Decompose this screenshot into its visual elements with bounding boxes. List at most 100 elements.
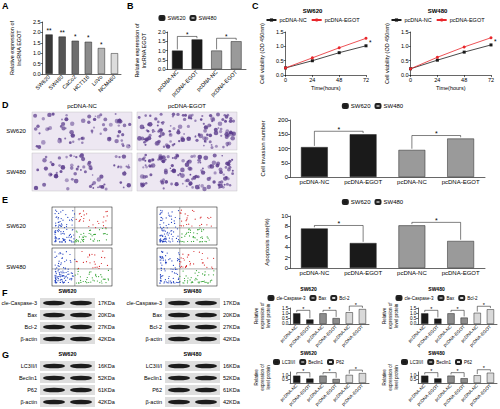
svg-text:61KDa: 61KDa	[98, 387, 116, 393]
svg-text:*: *	[483, 365, 486, 371]
svg-text:β-actin: β-actin	[20, 336, 37, 342]
svg-text:1.0: 1.0	[282, 373, 289, 378]
svg-text:D: D	[2, 100, 9, 110]
svg-text:*: *	[494, 38, 497, 45]
svg-text:Relative expression of: Relative expression of	[9, 20, 15, 75]
svg-text:27KDa: 27KDa	[98, 324, 116, 330]
svg-text:Bcl-2: Bcl-2	[24, 324, 37, 330]
svg-text:1.5: 1.5	[410, 306, 417, 311]
svg-text:0.0: 0.0	[33, 71, 41, 77]
svg-text:50: 50	[281, 160, 288, 166]
svg-text:SW620: SW620	[300, 286, 317, 292]
svg-text:pcDNA-EGOT: pcDNA-EGOT	[469, 324, 493, 348]
svg-text:16KDa: 16KDa	[223, 363, 241, 369]
svg-text:level protein: level protein	[266, 365, 271, 390]
svg-text:*: *	[355, 366, 358, 372]
svg-text:pcDNA-EGOT: pcDNA-EGOT	[325, 17, 360, 23]
svg-text:SW480: SW480	[384, 199, 404, 205]
svg-text:42KDa: 42KDa	[223, 336, 241, 342]
svg-text:*: *	[337, 126, 340, 133]
svg-text:Beclin1: Beclin1	[19, 375, 37, 381]
svg-text:1.5: 1.5	[276, 29, 284, 35]
svg-text:SW620: SW620	[6, 223, 26, 229]
svg-text:0.0: 0.0	[158, 66, 166, 72]
svg-text:1.0: 1.0	[158, 48, 166, 54]
svg-text:SW480: SW480	[47, 74, 64, 91]
svg-text:SW480: SW480	[6, 169, 26, 175]
svg-text:42KDa: 42KDa	[98, 336, 116, 342]
svg-text:Time(hours): Time(hours)	[311, 85, 341, 91]
svg-text:cle-Caspase-3: cle-Caspase-3	[127, 300, 162, 306]
svg-text:SW620: SW620	[58, 351, 76, 357]
svg-text:pcDNA-NC: pcDNA-NC	[300, 179, 330, 185]
svg-text:*: *	[457, 368, 460, 374]
svg-text:LC3II/I: LC3II/I	[410, 360, 423, 365]
svg-text:P62: P62	[336, 360, 345, 365]
svg-text:*: *	[369, 39, 372, 46]
svg-text:Bcl-2: Bcl-2	[339, 296, 350, 301]
svg-text:48: 48	[336, 77, 342, 83]
svg-text:Bax: Bax	[153, 312, 163, 318]
svg-text:*: *	[337, 220, 340, 227]
svg-text:48: 48	[461, 77, 467, 83]
svg-text:cle-Caspase-3: cle-Caspase-3	[2, 300, 37, 306]
svg-text:A: A	[2, 1, 9, 11]
svg-text:*: *	[100, 41, 103, 48]
svg-text:pcDNA-NC: pcDNA-NC	[300, 270, 330, 276]
svg-text:pcDNA-EGOT: pcDNA-EGOT	[168, 103, 206, 109]
svg-text:pcDNA-NC: pcDNA-NC	[67, 103, 97, 109]
svg-text:*: *	[457, 306, 460, 312]
svg-text:1.0: 1.0	[401, 43, 409, 49]
svg-text:E: E	[2, 195, 8, 205]
svg-text:lncRNA EGOT: lncRNA EGOT	[141, 32, 147, 68]
svg-text:pcDNA-EGOT: pcDNA-EGOT	[341, 324, 365, 348]
svg-text:2.5: 2.5	[33, 19, 41, 25]
svg-text:20KDa: 20KDa	[98, 312, 116, 318]
svg-text:SW480: SW480	[428, 8, 448, 14]
svg-text:P62: P62	[152, 387, 162, 393]
svg-text:β-actin: β-actin	[145, 399, 162, 405]
svg-text:1.5: 1.5	[33, 40, 41, 46]
svg-text:*: *	[329, 306, 332, 312]
svg-text:lncRNA EGOT: lncRNA EGOT	[16, 30, 22, 66]
svg-text:SW620: SW620	[351, 199, 371, 205]
svg-text:42KDa: 42KDa	[223, 399, 241, 405]
svg-text:52KDa: 52KDa	[223, 375, 241, 381]
svg-text:20KDa: 20KDa	[223, 312, 241, 318]
svg-text:1.0: 1.0	[410, 311, 417, 316]
svg-text:8: 8	[285, 223, 289, 229]
svg-text:Cell viability (OD 450nm): Cell viability (OD 450nm)	[259, 23, 265, 84]
svg-text:*: *	[302, 368, 305, 374]
svg-text:pcDNA-NC: pcDNA-NC	[279, 17, 306, 23]
svg-text:1.0: 1.0	[33, 50, 41, 56]
svg-text:SW480: SW480	[183, 351, 201, 357]
svg-text:17KDa: 17KDa	[98, 300, 116, 306]
svg-text:*: *	[355, 302, 358, 308]
svg-text:0.0: 0.0	[401, 72, 409, 78]
svg-text:1.5: 1.5	[401, 29, 409, 35]
svg-text:Relative: Relative	[254, 369, 259, 386]
svg-text:expression of: expression of	[260, 302, 265, 330]
svg-text:Cell invasion number: Cell invasion number	[260, 120, 266, 176]
svg-text:0.5: 0.5	[276, 58, 284, 64]
svg-text:*: *	[430, 368, 433, 374]
svg-text:Cell viability (OD 450nm): Cell viability (OD 450nm)	[384, 23, 390, 84]
svg-text:SW620: SW620	[6, 128, 26, 134]
svg-text:pcDNA-EGOT: pcDNA-EGOT	[442, 179, 480, 185]
svg-text:SW480: SW480	[199, 15, 217, 21]
svg-text:0.0: 0.0	[276, 72, 284, 78]
svg-text:Apoptosis rate(%): Apoptosis rate(%)	[264, 218, 270, 266]
svg-text:LC3II/I: LC3II/I	[21, 363, 38, 369]
svg-text:72: 72	[488, 77, 494, 83]
svg-text:SW620: SW620	[351, 103, 371, 109]
svg-text:0.5: 0.5	[282, 316, 289, 321]
svg-text:level protein: level protein	[266, 303, 271, 328]
svg-text:*: *	[87, 34, 90, 41]
svg-text:Time(hours): Time(hours)	[436, 85, 466, 91]
svg-text:1.0: 1.0	[282, 311, 289, 316]
svg-text:1.0: 1.0	[410, 373, 417, 378]
svg-text:0: 0	[409, 77, 412, 83]
svg-text:*: *	[483, 302, 486, 308]
svg-text:0.5: 0.5	[410, 316, 417, 321]
svg-text:pcDNA-EGOT: pcDNA-EGOT	[209, 69, 238, 98]
